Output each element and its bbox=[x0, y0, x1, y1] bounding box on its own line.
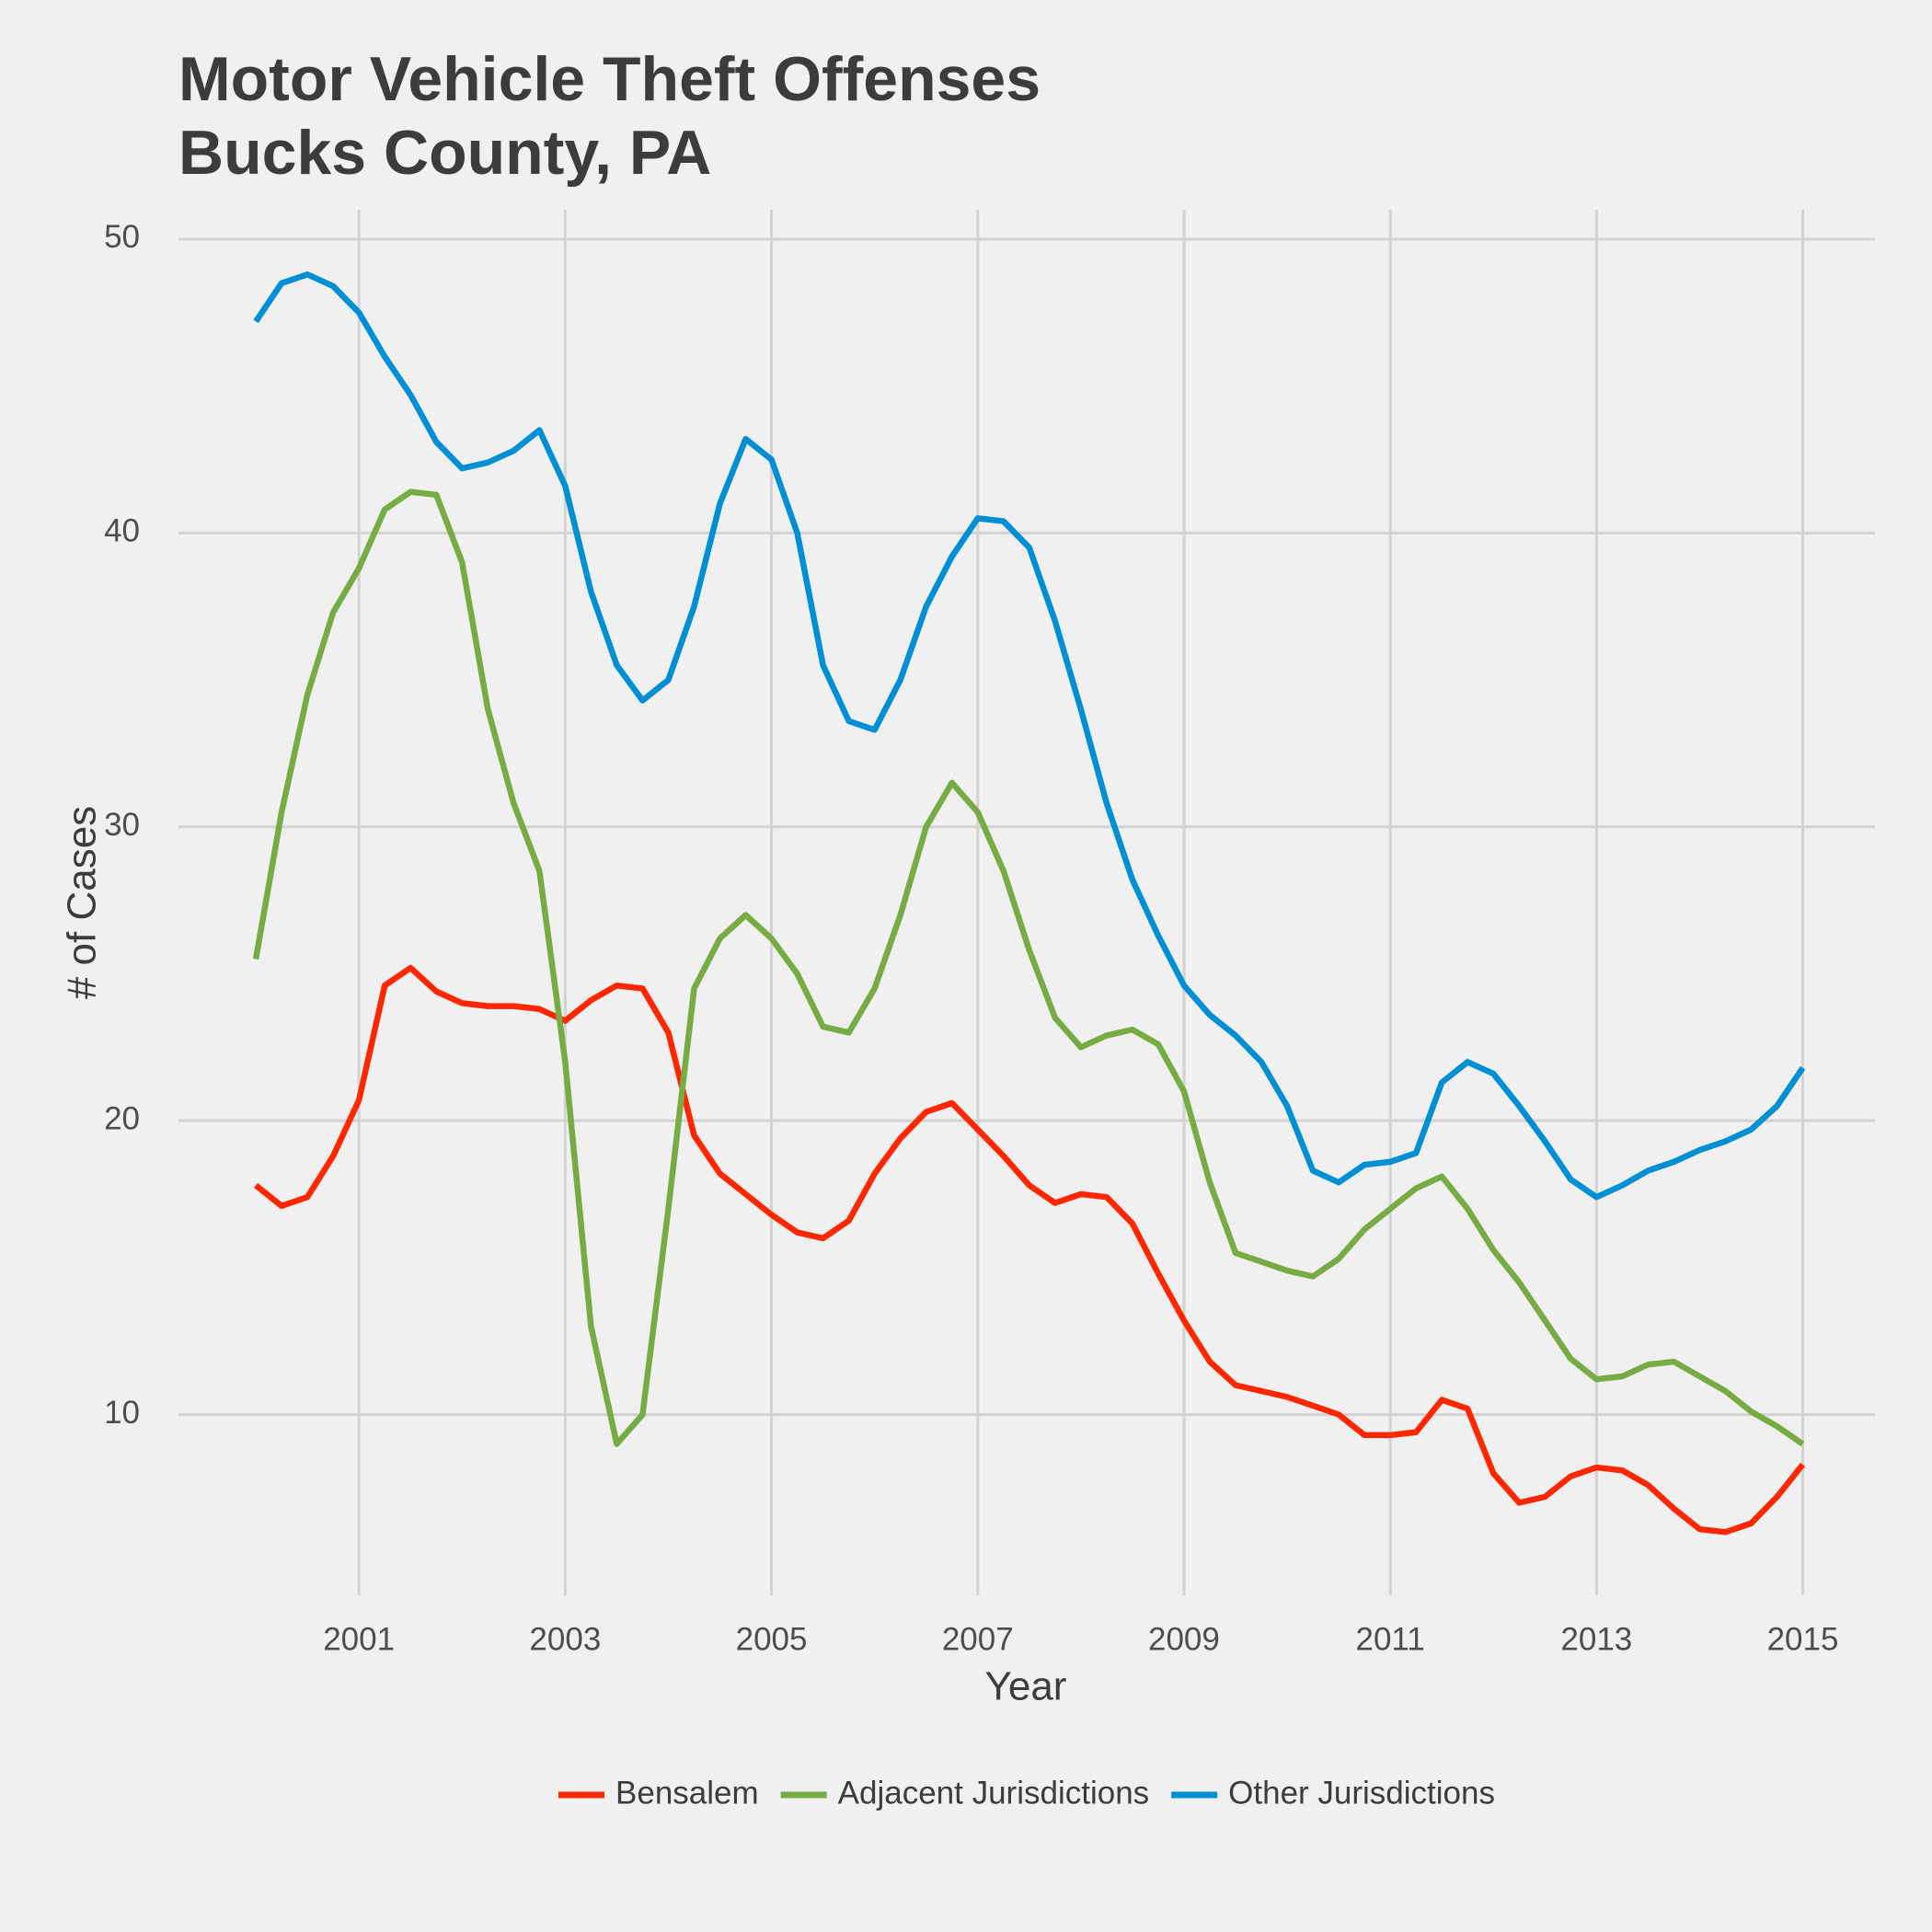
y-tick-label: 30 bbox=[104, 807, 140, 843]
series-line bbox=[252, 489, 1805, 1447]
x-axis-title: Year bbox=[985, 1664, 1067, 1709]
y-tick-label: 20 bbox=[104, 1100, 140, 1136]
chart-title: Motor Vehicle Theft Offenses Bucks County… bbox=[178, 44, 1041, 188]
x-tick-label: 2011 bbox=[1356, 1621, 1425, 1657]
legend-label: Adjacent Jurisdictions bbox=[838, 1775, 1150, 1811]
y-axis-title: # of Cases bbox=[60, 806, 105, 999]
series-line bbox=[254, 964, 1806, 1535]
y-tick-label: 10 bbox=[104, 1395, 140, 1431]
legend-label: Other Jurisdictions bbox=[1228, 1775, 1495, 1811]
x-tick-label: 2005 bbox=[736, 1621, 808, 1657]
legend-label: Bensalem bbox=[615, 1775, 759, 1811]
legend: Bensalem Adjacent Jurisdictions Other Juri… bbox=[558, 1775, 1495, 1811]
x-tick-label: 2007 bbox=[942, 1621, 1014, 1657]
x-tick-label: 2009 bbox=[1148, 1621, 1220, 1657]
x-tick-label: 2015 bbox=[1767, 1621, 1839, 1657]
x-tick-label: 2001 bbox=[323, 1621, 395, 1657]
series-line bbox=[253, 271, 1806, 1201]
x-tick-label: 2013 bbox=[1560, 1621, 1632, 1657]
y-tick-label: 40 bbox=[104, 513, 140, 549]
y-tick-label: 50 bbox=[104, 219, 140, 255]
x-tick-label: 2003 bbox=[529, 1621, 601, 1657]
